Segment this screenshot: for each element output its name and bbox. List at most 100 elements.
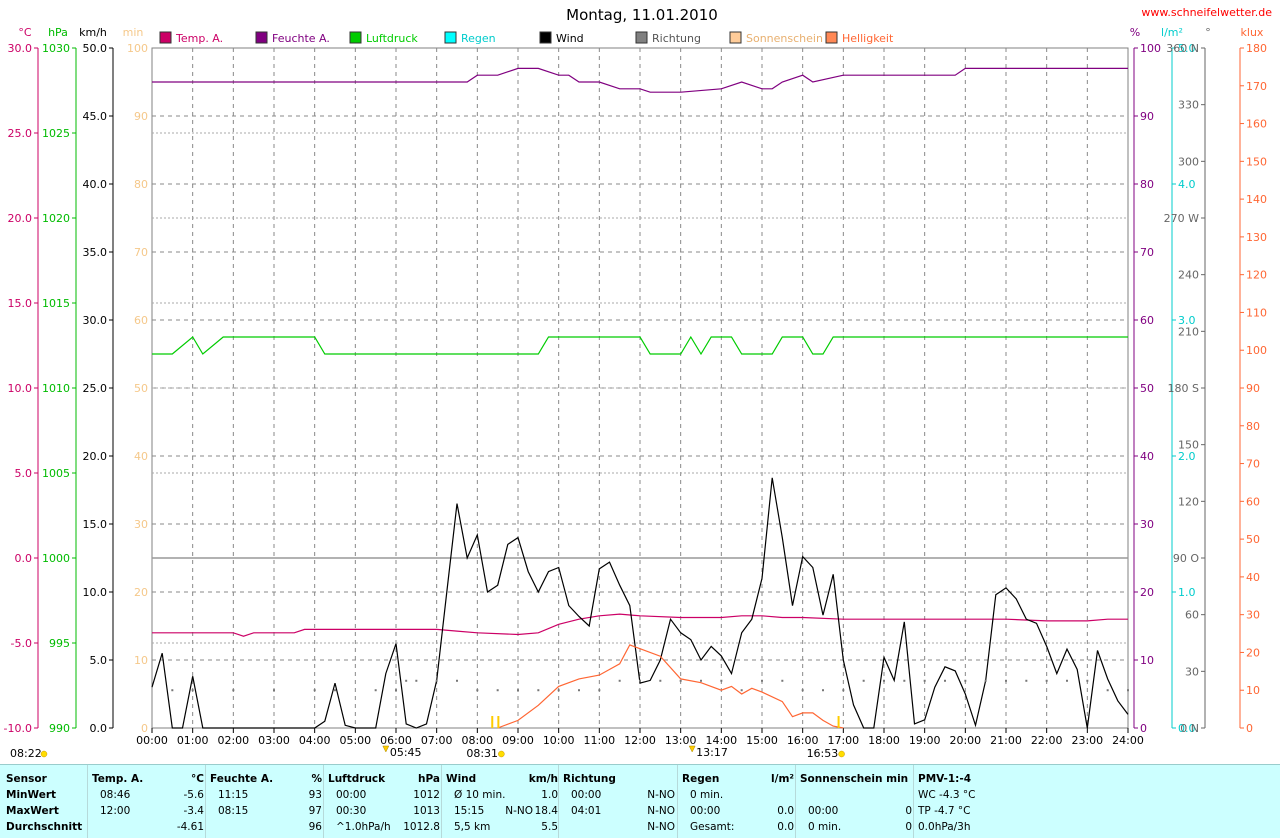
pressure-axis-label: 990 [49, 722, 70, 735]
humidity-axis-label: 60 [1140, 314, 1154, 327]
chart-title: Montag, 11.01.2010 [566, 6, 718, 24]
summary-table: Sensor MinWert MaxWert Durchschnitt Temp. A.… [0, 764, 1280, 838]
direction-point [761, 679, 763, 682]
temp-axis-label: 20.0 [8, 212, 33, 225]
sunshine-axis-label: 80 [134, 178, 148, 191]
direction-point [679, 679, 682, 682]
sunshine-axis-label: 0 [141, 722, 148, 735]
wind-axis-label: 35.0 [83, 246, 108, 259]
direction-point [1086, 679, 1089, 682]
table-cell: N-NO [505, 805, 533, 817]
x-tick-label: 22:00 [1031, 734, 1063, 747]
table-cell: -5.6 [183, 789, 205, 801]
wind-axis-label: 20.0 [83, 450, 108, 463]
legend-label: Richtung [652, 32, 701, 45]
weather-chart: 00:00 01:00 02:00 03:00 04:00 05:00 06:00 07:00… [4, 6, 1273, 760]
wind-series-line [151, 477, 1129, 729]
direction-point [395, 689, 397, 692]
x-tick-label: 12:00 [624, 734, 656, 747]
table-header: PMV-1:-4 [918, 773, 972, 785]
table-cell: ^1.0hPa/h [336, 821, 391, 833]
sunshine-axis-label: 60 [134, 314, 148, 327]
legend-label: Temp. A. [175, 32, 223, 45]
direction-axis-label: 240 [1178, 269, 1199, 282]
wind-axis-label: 40.0 [83, 178, 108, 191]
humidity-axis-label: 90 [1140, 110, 1154, 123]
rain-axis-label: 5.0 [1178, 42, 1196, 55]
x-tick-label: 17:00 [827, 734, 859, 747]
legend-item: Regen [444, 31, 496, 45]
direction-point [1106, 689, 1109, 692]
direction-axis-label: 0 N [1180, 722, 1199, 735]
rain-unit: l/m² [1161, 26, 1183, 39]
table-unit: km/h [528, 773, 558, 785]
direction-point [405, 679, 408, 682]
legend-item: Richtung [635, 31, 701, 45]
luftdruck-series-line [152, 335, 1128, 356]
brightness-axis-label: 110 [1246, 306, 1267, 319]
humidity-axis-label: 80 [1140, 178, 1154, 191]
direction-point [496, 689, 499, 692]
direction-unit: ° [1205, 26, 1211, 39]
table-cell: 08:15 [218, 805, 249, 817]
brightness-axis-label: 150 [1246, 155, 1267, 168]
legend-label: Sonnenschein [746, 32, 823, 45]
brightness-axis-label: 80 [1246, 420, 1260, 433]
brightness-axis-label: 140 [1246, 193, 1267, 206]
legend-item: Helligkeit [825, 31, 894, 45]
humidity-axis-label: 50 [1140, 382, 1154, 395]
x-tick-label: 18:00 [868, 734, 900, 747]
direction-point [659, 679, 662, 682]
x-tick-label: 15:00 [746, 734, 778, 747]
table-cell: 04:01 [571, 805, 602, 817]
x-tick-label: 24:00 [1112, 734, 1144, 747]
legend-swatch [255, 31, 268, 44]
column-separator [677, 765, 678, 838]
table-cell: 0 min. [808, 821, 842, 833]
sun-event-label: 13:17 [696, 746, 728, 759]
table-cell: 0.0 [777, 805, 794, 817]
table-cell: 5,5 km [454, 821, 491, 833]
x-tick-label: 20:00 [949, 734, 981, 747]
brightness-unit: klux [1241, 26, 1264, 39]
column-separator [441, 765, 442, 838]
table-cell: 0.0 [777, 821, 794, 833]
humidity-unit: % [1130, 26, 1140, 39]
brightness-axis-label: 180 [1246, 42, 1267, 55]
table-cell: 00:30 [336, 805, 367, 817]
x-tick-label: 13:00 [665, 734, 697, 747]
brightness-axis-label: 160 [1246, 118, 1267, 131]
rain-axis-label: 4.0 [1178, 178, 1196, 191]
table-cell: 12:00 [100, 805, 131, 817]
sun-event: 16:53 [807, 716, 845, 760]
wind-axis-label: 50.0 [83, 42, 108, 55]
direction-point [476, 689, 479, 692]
table-unit: hPa [418, 773, 440, 785]
sunshine-axis-label: 30 [134, 518, 148, 531]
table-cell: 96 [308, 821, 322, 833]
table-cell: 11:15 [218, 789, 249, 801]
sun-icon [838, 750, 845, 758]
table-cell: 00:00 [808, 805, 839, 817]
column-separator [558, 765, 559, 838]
wind-axis-label: 10.0 [83, 586, 108, 599]
table-cell: 97 [308, 805, 322, 817]
direction-point [883, 679, 885, 682]
sunshine-axis-label: 100 [127, 42, 148, 55]
x-tick-label: 19:00 [909, 734, 941, 747]
x-tick-label: 07:00 [421, 734, 453, 747]
site-url[interactable]: www.schneifelwetter.de [1141, 6, 1272, 19]
direction-point [984, 679, 987, 682]
label-layer: 00:00 01:00 02:00 03:00 04:00 05:00 06:00 07:00… [4, 26, 1267, 760]
column-separator [913, 765, 914, 838]
direction-axis-label: 360 N [1166, 42, 1199, 55]
x-tick-label: 05:00 [339, 734, 371, 747]
direction-axis-label: 300 [1178, 155, 1199, 168]
table-cell: TP -4.7 °C [918, 805, 971, 817]
table-cell: 5.5 [541, 821, 558, 833]
legend-label: Luftdruck [366, 32, 418, 45]
sun-event-label: 05:45 [390, 746, 422, 759]
temp-axis-label: 25.0 [8, 127, 33, 140]
column-separator [205, 765, 206, 838]
pressure-axis-label: 1005 [42, 467, 70, 480]
